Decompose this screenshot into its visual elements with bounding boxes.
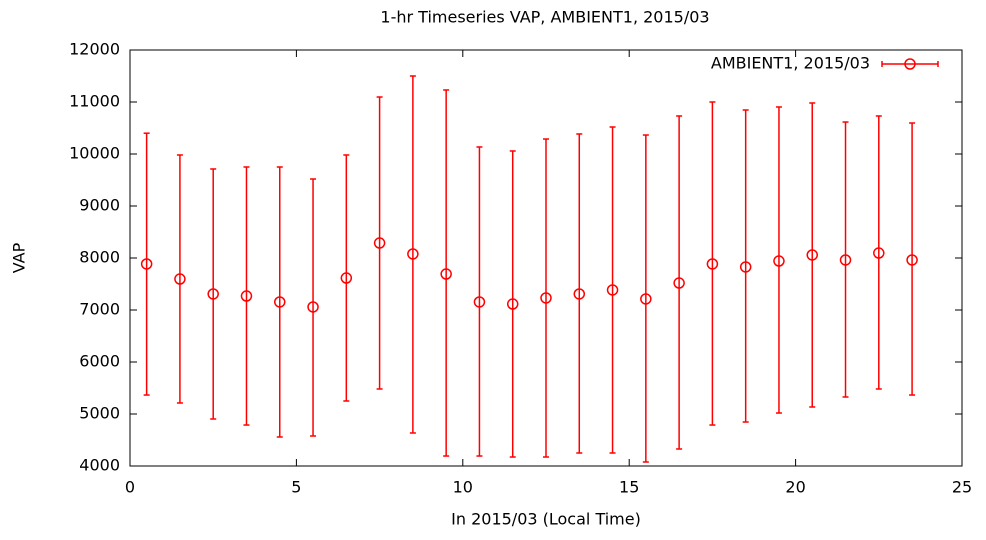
x-tick-label: 0 — [125, 478, 135, 497]
y-axis-label: VAP — [10, 242, 29, 273]
point — [373, 237, 386, 249]
point — [873, 247, 885, 259]
point — [207, 288, 219, 300]
x-tick-label: 5 — [291, 478, 301, 497]
x-tick-label: 15 — [619, 478, 639, 497]
point — [806, 249, 818, 261]
x-tick-label: 20 — [785, 478, 805, 497]
point — [340, 272, 353, 284]
y-tick-label: 7000 — [79, 300, 120, 319]
point — [706, 258, 719, 270]
point — [407, 248, 419, 260]
point — [606, 284, 619, 296]
point — [440, 268, 452, 280]
x-tick-label: 10 — [453, 478, 473, 497]
point — [174, 273, 186, 285]
point — [640, 293, 652, 305]
y-tick-label: 11000 — [69, 92, 120, 111]
legend-marker — [904, 58, 916, 70]
point — [773, 255, 785, 267]
point — [473, 296, 486, 308]
point — [573, 288, 586, 300]
point — [739, 261, 752, 273]
point — [307, 301, 319, 313]
legend-label: AMBIENT1, 2015/03 — [711, 54, 870, 73]
point — [839, 254, 852, 266]
point — [240, 290, 253, 302]
point — [506, 298, 519, 310]
point — [540, 292, 552, 304]
x-tick-label: 25 — [952, 478, 972, 497]
chart-title: 1-hr Timeseries VAP, AMBIENT1, 2015/03 — [380, 8, 709, 27]
y-tick-label: 9000 — [79, 196, 120, 215]
y-tick-label: 5000 — [79, 404, 120, 423]
y-tick-label: 8000 — [79, 248, 120, 267]
y-tick-label: 10000 — [69, 144, 120, 163]
y-tick-label: 12000 — [69, 40, 120, 59]
point — [274, 296, 286, 308]
point — [140, 258, 153, 270]
y-tick-label: 4000 — [79, 456, 120, 475]
x-axis-label: In 2015/03 (Local Time) — [451, 510, 641, 529]
point — [906, 254, 918, 266]
y-tick-label: 6000 — [79, 352, 120, 371]
point — [673, 277, 685, 289]
